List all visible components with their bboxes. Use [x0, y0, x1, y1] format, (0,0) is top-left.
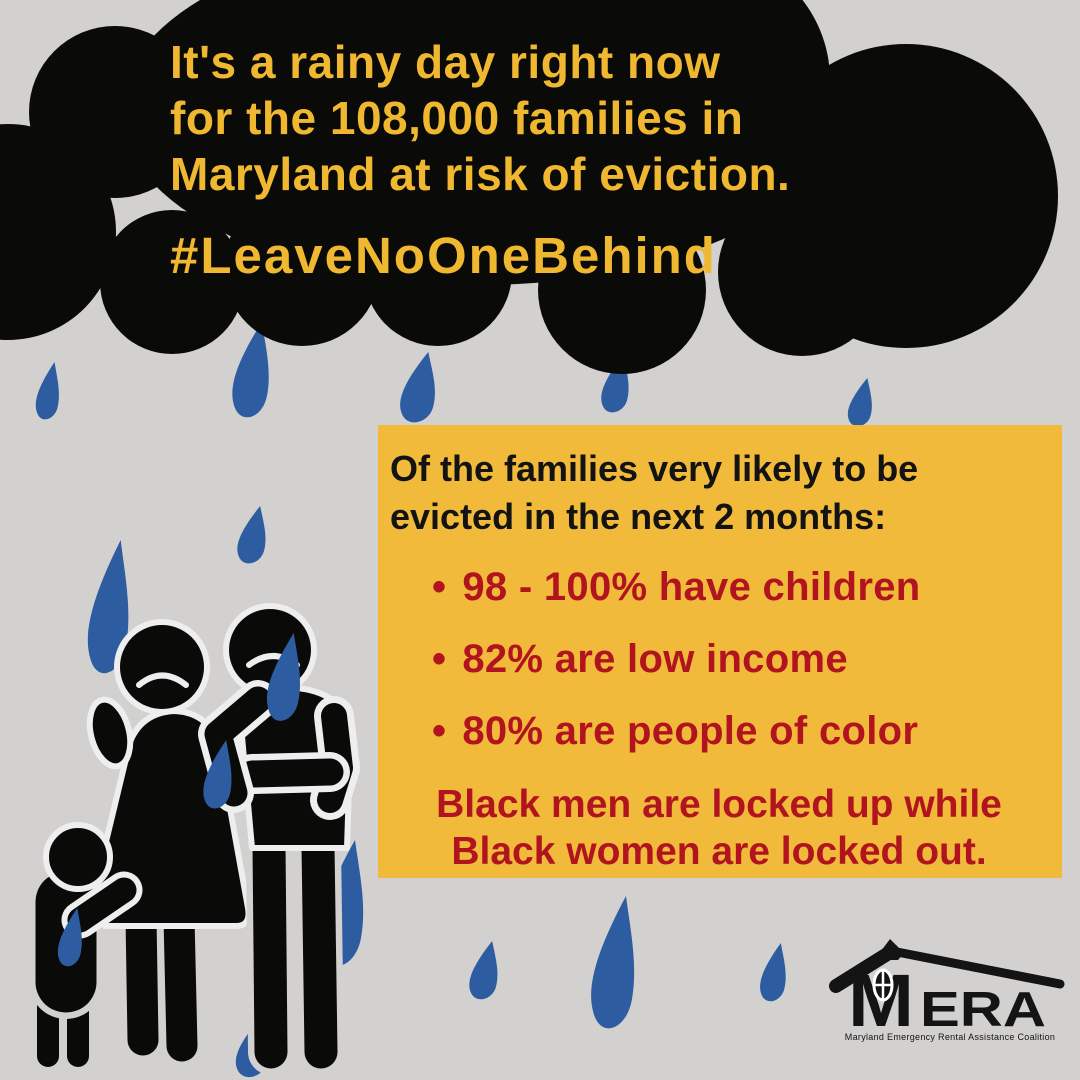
raindrop: [35, 362, 59, 420]
stat-list: 98 - 100% have children 82% are low inco…: [390, 565, 1048, 754]
raindrop: [591, 896, 635, 1029]
raindrop: [232, 322, 269, 418]
woman-sad-face: [136, 672, 189, 688]
storm-cloud-icon: [0, 0, 1058, 374]
logo-tagline: Maryland Emergency Rental Assistance Coa…: [845, 1032, 1055, 1042]
stat-item: 98 - 100% have children: [432, 565, 1048, 610]
raindrop: [760, 943, 786, 1002]
family-silhouette-icon: [29, 603, 360, 1075]
hashtag: #LeaveNoOneBehind: [170, 227, 717, 285]
mera-logo: M ERA Maryland Emergency Rental Assistan…: [828, 939, 1068, 1051]
stat-box: Of the families very likely to be evicte…: [378, 425, 1062, 878]
raindrop: [237, 506, 266, 564]
logo-acronym-rest: ERA: [920, 983, 1046, 1037]
raindrop: [847, 378, 872, 427]
raindrop: [400, 352, 435, 423]
raindrop: [469, 941, 498, 1000]
woman-hand: [86, 696, 134, 770]
child-figure: [29, 822, 143, 1073]
house-roof-icon: [829, 939, 1065, 993]
cloud-text-block: It's a rainy day right now for the 108,0…: [170, 34, 930, 285]
stat-footnote: Black men are locked up while Black wome…: [436, 782, 1002, 874]
stat-item: 80% are people of color: [432, 709, 1048, 754]
headline: It's a rainy day right now for the 108,0…: [170, 36, 791, 201]
woman-head: [86, 619, 210, 770]
stat-heading: Of the families very likely to be evicte…: [390, 448, 919, 537]
stat-item: 82% are low income: [432, 637, 1048, 682]
window-icon: [872, 968, 894, 1002]
